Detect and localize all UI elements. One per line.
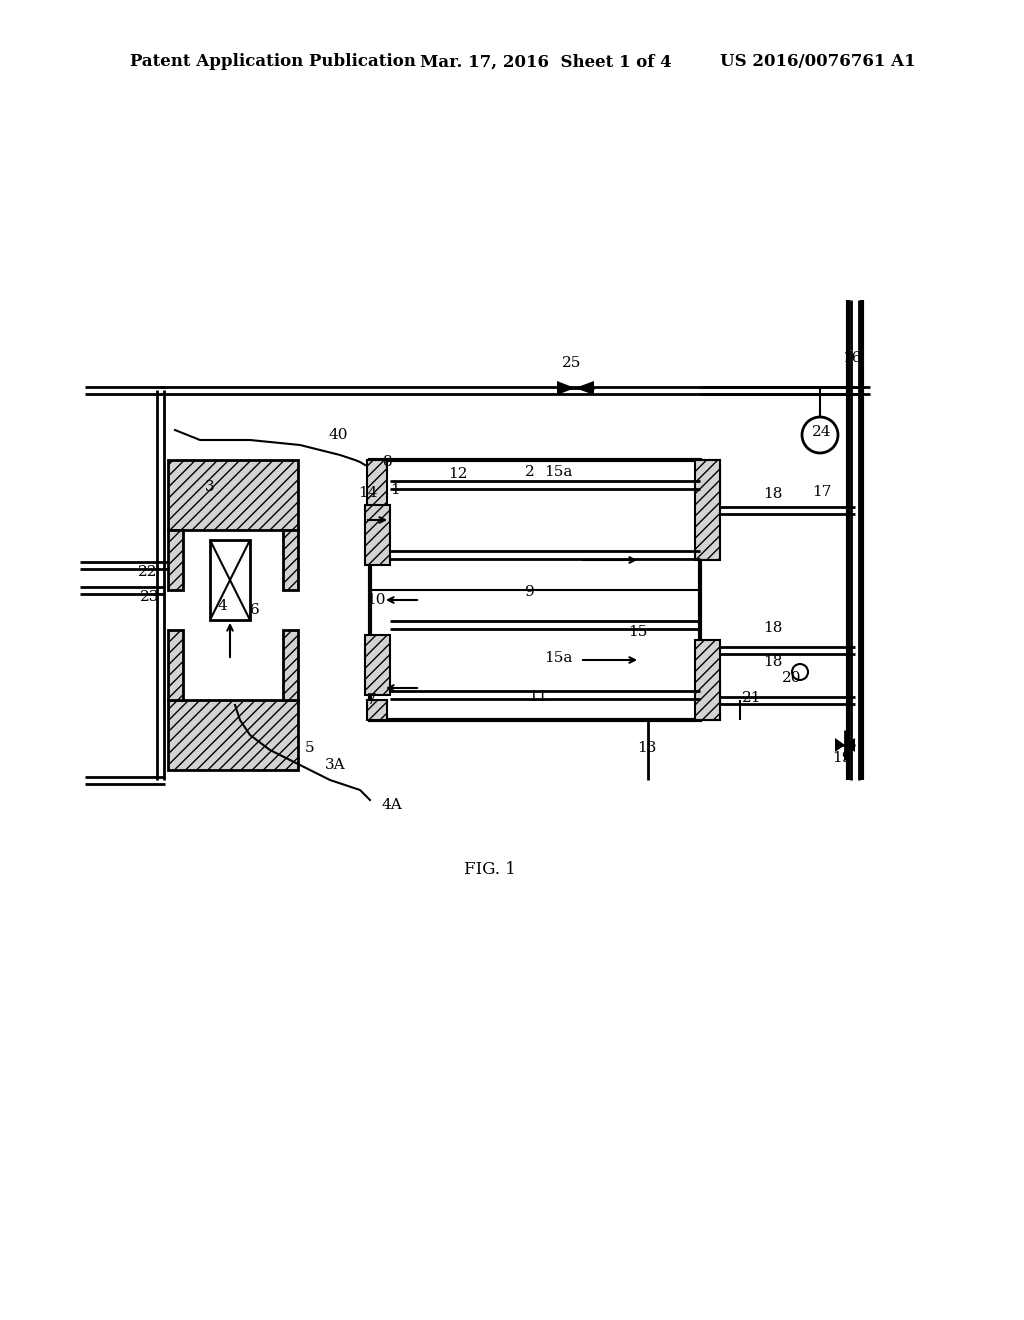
Text: 23: 23: [140, 590, 160, 605]
Text: 3: 3: [205, 480, 215, 494]
Bar: [367, 700, 387, 719]
Bar: [168, 630, 183, 700]
Text: 24: 24: [812, 425, 831, 440]
Bar: [168, 700, 298, 770]
Text: 4A: 4A: [382, 799, 402, 812]
Text: 15a: 15a: [544, 465, 572, 479]
Text: 18: 18: [763, 655, 782, 669]
Text: 14: 14: [358, 486, 378, 500]
Text: 16: 16: [843, 351, 862, 366]
Bar: [168, 531, 183, 590]
Bar: [367, 459, 387, 510]
Polygon shape: [557, 381, 575, 395]
Bar: [365, 506, 390, 565]
Bar: [370, 459, 700, 719]
Text: 22: 22: [138, 565, 158, 579]
Bar: [283, 531, 298, 590]
Polygon shape: [575, 381, 594, 395]
Text: 4: 4: [217, 599, 227, 612]
Text: 2: 2: [525, 465, 535, 479]
Text: 25: 25: [562, 356, 582, 370]
Text: Patent Application Publication: Patent Application Publication: [130, 54, 416, 70]
Text: 21: 21: [742, 690, 762, 705]
Text: Mar. 17, 2016  Sheet 1 of 4: Mar. 17, 2016 Sheet 1 of 4: [420, 54, 672, 70]
Text: 17: 17: [812, 484, 831, 499]
Text: 13: 13: [637, 741, 656, 755]
Text: 18: 18: [763, 620, 782, 635]
Polygon shape: [845, 738, 855, 752]
Text: 15a: 15a: [544, 651, 572, 665]
Bar: [168, 459, 298, 531]
Bar: [700, 459, 720, 510]
Text: 15: 15: [629, 624, 648, 639]
Text: FIG. 1: FIG. 1: [464, 862, 516, 879]
Text: 40: 40: [329, 428, 348, 442]
Text: 9: 9: [525, 585, 535, 599]
Text: 11: 11: [528, 690, 548, 704]
Bar: [210, 540, 250, 620]
Bar: [365, 635, 390, 696]
Bar: [283, 630, 298, 700]
Text: 19: 19: [833, 751, 852, 766]
Polygon shape: [835, 738, 845, 752]
Bar: [700, 680, 720, 719]
Bar: [695, 640, 720, 719]
Text: 6: 6: [250, 603, 260, 616]
Bar: [695, 459, 720, 560]
Text: 8: 8: [383, 455, 393, 469]
Text: US 2016/0076761 A1: US 2016/0076761 A1: [720, 54, 915, 70]
Text: 10: 10: [367, 593, 386, 607]
Text: 1: 1: [390, 483, 400, 498]
Text: 3A: 3A: [325, 758, 345, 772]
Text: 7: 7: [368, 693, 377, 708]
Text: 20: 20: [782, 671, 802, 685]
Text: 12: 12: [449, 467, 468, 480]
Text: 5: 5: [305, 741, 314, 755]
Text: 18: 18: [763, 487, 782, 502]
